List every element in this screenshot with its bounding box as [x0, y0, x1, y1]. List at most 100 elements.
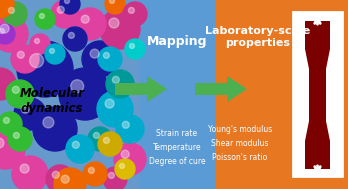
Circle shape: [14, 98, 46, 130]
FancyBboxPatch shape: [293, 12, 342, 176]
FancyBboxPatch shape: [305, 21, 330, 49]
Circle shape: [88, 127, 112, 151]
Text: Shear modulus: Shear modulus: [211, 139, 269, 147]
FancyBboxPatch shape: [140, 0, 215, 189]
Circle shape: [21, 105, 29, 113]
Circle shape: [0, 138, 4, 148]
Circle shape: [66, 135, 94, 163]
Circle shape: [11, 45, 39, 73]
Circle shape: [57, 6, 64, 13]
Circle shape: [106, 70, 134, 98]
Circle shape: [97, 91, 133, 127]
Circle shape: [98, 132, 122, 156]
Circle shape: [40, 13, 45, 19]
Circle shape: [88, 167, 94, 173]
Circle shape: [82, 41, 118, 77]
Text: Temperature: Temperature: [153, 143, 201, 153]
Circle shape: [51, 0, 79, 28]
Circle shape: [64, 0, 70, 4]
Circle shape: [100, 9, 140, 49]
Circle shape: [121, 150, 129, 158]
Circle shape: [45, 44, 65, 64]
Circle shape: [35, 9, 55, 29]
Polygon shape: [305, 49, 330, 69]
Polygon shape: [305, 121, 330, 141]
Circle shape: [63, 27, 87, 51]
Circle shape: [69, 32, 74, 38]
Circle shape: [74, 8, 106, 40]
Circle shape: [0, 112, 22, 136]
Circle shape: [46, 165, 74, 189]
Circle shape: [81, 15, 89, 23]
Circle shape: [105, 0, 125, 14]
FancyBboxPatch shape: [0, 0, 140, 189]
Circle shape: [0, 68, 16, 100]
Circle shape: [119, 163, 125, 169]
Circle shape: [112, 76, 119, 83]
Circle shape: [90, 49, 99, 58]
FancyBboxPatch shape: [115, 83, 147, 95]
Circle shape: [0, 129, 25, 169]
Circle shape: [3, 2, 27, 26]
Circle shape: [103, 137, 109, 143]
Circle shape: [129, 43, 134, 49]
Circle shape: [54, 168, 86, 189]
Circle shape: [105, 99, 114, 108]
Circle shape: [60, 0, 80, 14]
Circle shape: [125, 39, 145, 59]
Circle shape: [20, 164, 29, 173]
Circle shape: [61, 175, 69, 183]
Polygon shape: [147, 76, 167, 102]
Text: Degree of cure: Degree of cure: [149, 157, 205, 167]
Circle shape: [108, 172, 114, 178]
Circle shape: [14, 132, 19, 138]
Circle shape: [3, 117, 9, 123]
Text: Strain rate: Strain rate: [157, 129, 198, 139]
Circle shape: [0, 16, 28, 52]
Circle shape: [49, 49, 55, 53]
Circle shape: [30, 34, 50, 54]
Circle shape: [0, 29, 5, 33]
Circle shape: [0, 0, 14, 18]
Circle shape: [17, 41, 73, 97]
FancyBboxPatch shape: [305, 141, 330, 169]
FancyBboxPatch shape: [309, 69, 326, 121]
Circle shape: [116, 115, 144, 143]
Circle shape: [98, 47, 122, 71]
Circle shape: [59, 68, 111, 120]
Circle shape: [122, 121, 129, 128]
Text: Molecular
dynamics: Molecular dynamics: [19, 87, 85, 115]
Circle shape: [0, 24, 15, 44]
Circle shape: [0, 24, 9, 33]
Circle shape: [123, 2, 147, 26]
Circle shape: [83, 162, 107, 186]
Circle shape: [115, 159, 135, 179]
Circle shape: [34, 39, 40, 43]
Circle shape: [110, 0, 114, 4]
FancyBboxPatch shape: [195, 83, 227, 95]
Circle shape: [12, 86, 19, 93]
Circle shape: [43, 117, 54, 128]
Circle shape: [109, 18, 119, 28]
Polygon shape: [227, 76, 247, 102]
Circle shape: [93, 132, 100, 138]
Text: Mapping: Mapping: [147, 35, 207, 47]
Circle shape: [12, 156, 48, 189]
Text: Young's modulus: Young's modulus: [208, 125, 272, 133]
Circle shape: [33, 107, 77, 151]
Circle shape: [114, 143, 146, 175]
Text: Laboratory-scale
properties: Laboratory-scale properties: [205, 26, 311, 48]
Circle shape: [103, 167, 127, 189]
Circle shape: [72, 141, 79, 148]
Circle shape: [8, 7, 14, 13]
Circle shape: [71, 80, 84, 93]
Circle shape: [128, 7, 134, 13]
Circle shape: [52, 171, 59, 178]
Circle shape: [30, 54, 44, 68]
Circle shape: [8, 127, 32, 151]
Circle shape: [17, 51, 24, 58]
Text: Poisson's ratio: Poisson's ratio: [212, 153, 268, 161]
Circle shape: [6, 80, 34, 108]
Circle shape: [103, 52, 109, 58]
FancyBboxPatch shape: [215, 0, 348, 189]
